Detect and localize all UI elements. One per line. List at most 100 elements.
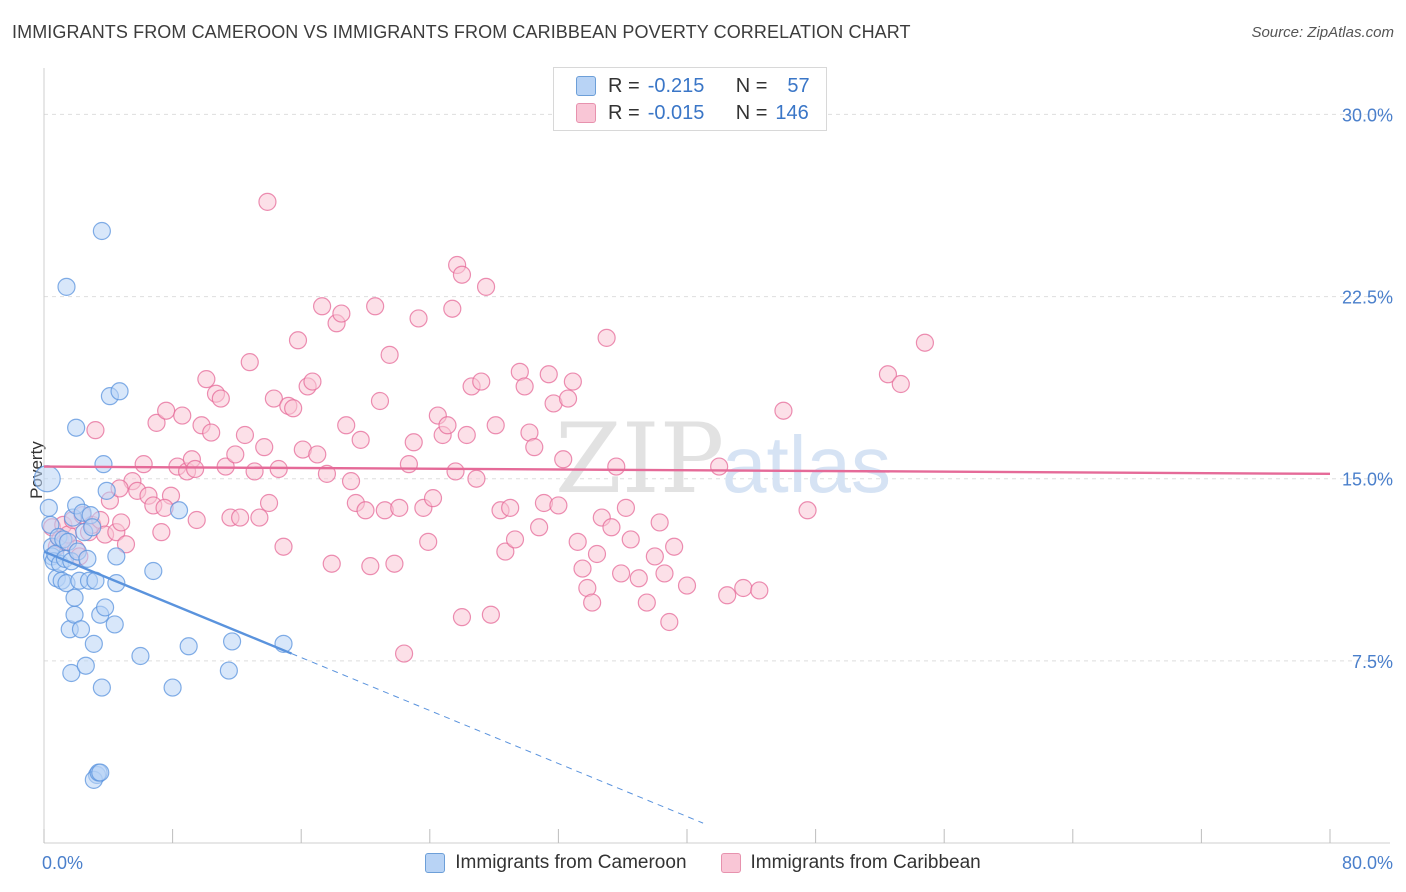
caribbean-point [616, 498, 636, 517]
caribbean-point [486, 416, 505, 435]
caribbean-point [467, 469, 486, 488]
x-tick-label-max: 80.0% [1342, 853, 1393, 873]
cameroon-point [33, 465, 61, 493]
caribbean-point [587, 544, 607, 564]
stats-row-cameroon: R = -0.215 N = 57 [576, 73, 810, 99]
caribbean-point [677, 576, 697, 595]
caribbean-point [211, 389, 230, 408]
caribbean-point [147, 413, 166, 432]
cameroon-point [67, 418, 86, 437]
cameroon-point [131, 646, 150, 666]
caribbean-point [650, 513, 669, 532]
cameroon-point [39, 498, 58, 517]
r-value: -0.215 [647, 74, 705, 97]
cameroon-point [107, 547, 126, 566]
caribbean-point [259, 493, 279, 513]
caribbean-point [303, 372, 322, 391]
cameroon-point [92, 678, 111, 697]
caribbean-point [235, 425, 255, 445]
caribbean-point [288, 331, 308, 350]
cameroon-point [76, 656, 95, 675]
cameroon-trend-extension [291, 653, 704, 824]
caribbean-point [317, 464, 337, 483]
caribbean-point [264, 389, 283, 408]
caribbean-point [563, 372, 582, 391]
caribbean-point [86, 421, 105, 440]
caribbean-point [597, 328, 616, 347]
caribbean-point [443, 299, 462, 318]
caribbean-point [607, 457, 626, 476]
bottom-legend: Immigrants from Cameroon Immigrants from… [0, 852, 1406, 874]
caribbean-point [419, 532, 438, 551]
caribbean-point [226, 445, 245, 464]
caribbean-point [602, 518, 621, 537]
caribbean-point [332, 304, 351, 323]
caribbean-point [558, 389, 578, 408]
caribbean-point [891, 374, 910, 394]
caribbean-point [274, 537, 293, 556]
n-value: 57 [787, 74, 810, 97]
caribbean-point [308, 445, 327, 464]
caribbean-point [197, 370, 216, 389]
caribbean-point [583, 593, 602, 612]
cameroon-point [94, 455, 113, 474]
caribbean-legend-swatch [720, 853, 741, 873]
n-label: N = [735, 74, 768, 97]
cameroon-point [95, 598, 115, 617]
cameroon-legend-swatch [425, 853, 446, 873]
x-tick-label-min: 0.0% [42, 853, 83, 873]
caribbean-point [399, 455, 419, 474]
caribbean-point [539, 365, 558, 384]
caribbean-point [655, 564, 674, 583]
caribbean-point [481, 605, 500, 624]
caribbean-point [515, 377, 534, 396]
caribbean-point [134, 455, 153, 474]
caribbean-point [322, 554, 341, 573]
caribbean-point [173, 406, 192, 425]
caribbean-point [409, 309, 428, 328]
caribbean-point [750, 581, 769, 600]
caribbean-point [245, 462, 264, 481]
caribbean-point [915, 333, 935, 352]
caribbean-point [774, 401, 793, 420]
cameroon-point [179, 637, 198, 656]
r-value: -0.015 [647, 101, 705, 124]
legend-item-cameroon[interactable]: Immigrants from Cameroon [425, 852, 687, 874]
cameroon-point [62, 663, 81, 683]
cameroon-point [83, 518, 102, 537]
y-tick-label: 7.5% [1352, 652, 1393, 672]
watermark: ZIP atlas [555, 403, 891, 515]
legend-item-caribbean[interactable]: Immigrants from Caribbean [720, 852, 981, 874]
stats-legend: R = -0.215 N = 57 R = -0.015 N = 146 [553, 67, 827, 131]
caribbean-point [476, 277, 496, 296]
caribbean-point [718, 586, 737, 605]
axes [43, 68, 1390, 844]
legend-label: Immigrants from Cameroon [455, 852, 687, 873]
cameroon-point [222, 632, 242, 651]
n-label: N = [735, 101, 768, 124]
caribbean-point [380, 345, 399, 364]
caribbean-point [611, 564, 631, 583]
caribbean-point [501, 498, 520, 517]
r-label: R = [608, 74, 640, 97]
cameroon-points [33, 221, 293, 789]
caribbean-point [366, 297, 385, 316]
caribbean-point [530, 518, 549, 537]
caribbean-point [312, 297, 332, 316]
gridlines [44, 113, 1390, 662]
caribbean-point [152, 523, 171, 542]
caribbean-point [734, 578, 753, 598]
caribbean-point [496, 542, 515, 561]
caribbean-point [472, 372, 491, 391]
cameroon-point [219, 661, 238, 680]
cameroon-point [78, 549, 97, 568]
cameroon-point [110, 382, 129, 401]
caribbean-point [660, 612, 679, 632]
caribbean-swatch [576, 103, 596, 123]
caribbean-point [255, 438, 274, 457]
caribbean-point [351, 430, 370, 449]
cameroon-point [92, 221, 111, 241]
caribbean-point [573, 559, 592, 578]
caribbean-point [394, 644, 414, 663]
